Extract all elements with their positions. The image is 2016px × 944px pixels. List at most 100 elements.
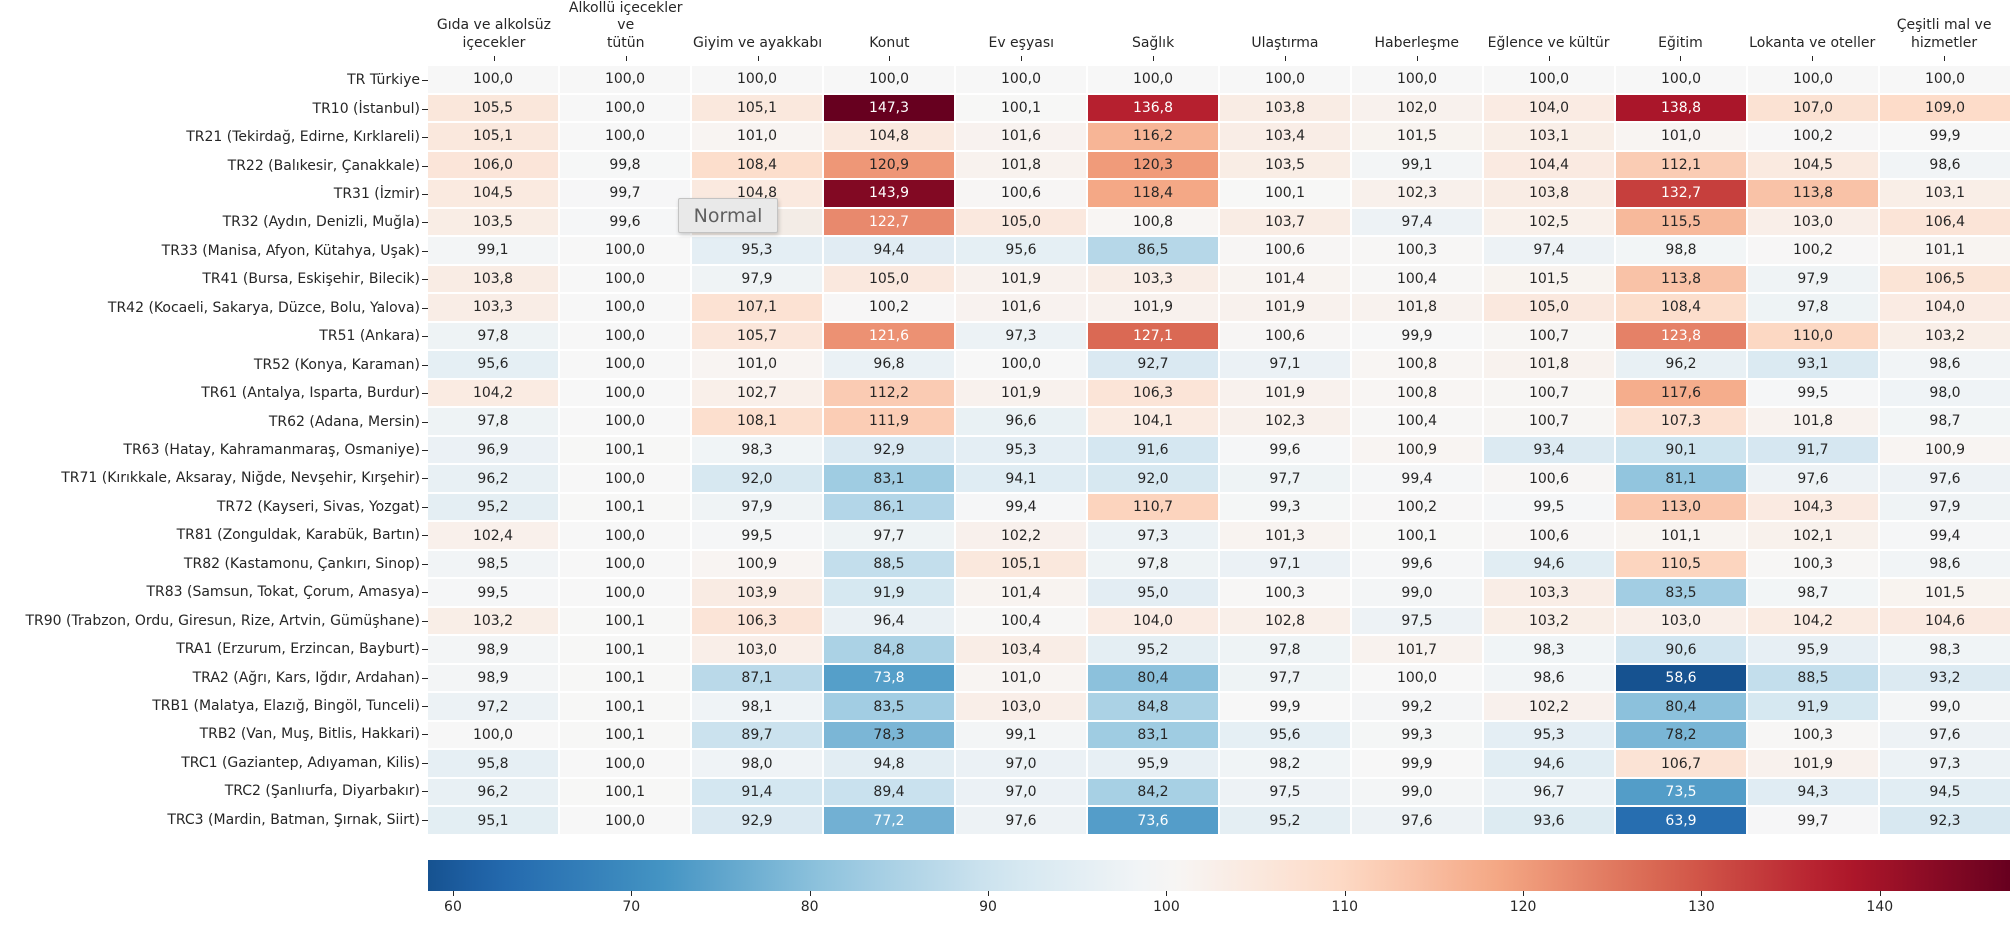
heatmap-cell[interactable]: 97,4 — [1352, 208, 1482, 236]
heatmap-cell[interactable]: 99,9 — [1352, 750, 1482, 777]
heatmap-cell[interactable]: 100,4 — [1352, 408, 1482, 435]
heatmap-cell[interactable]: 103,7 — [1220, 208, 1350, 236]
heatmap-cell[interactable]: 105,1 — [428, 123, 558, 150]
heatmap-cell[interactable]: 93,2 — [1880, 664, 2010, 692]
heatmap-cell[interactable]: 101,8 — [1484, 351, 1614, 378]
heatmap-cell[interactable]: 101,4 — [956, 579, 1086, 606]
heatmap-cell[interactable]: 116,2 — [1088, 123, 1218, 150]
heatmap-cell[interactable]: 83,1 — [1088, 721, 1218, 749]
heatmap-cell[interactable]: 104,0 — [1088, 607, 1218, 635]
heatmap-cell[interactable]: 97,9 — [692, 265, 822, 293]
heatmap-cell[interactable]: 83,5 — [1616, 579, 1746, 606]
heatmap-cell[interactable]: 86,5 — [1088, 237, 1218, 264]
heatmap-cell[interactable]: 95,2 — [428, 493, 558, 521]
heatmap-cell[interactable]: 103,5 — [1220, 151, 1350, 179]
heatmap-cell[interactable]: 98,6 — [1880, 151, 2010, 179]
heatmap-cell[interactable]: 99,9 — [1352, 322, 1482, 350]
heatmap-cell[interactable]: 95,0 — [1088, 579, 1218, 606]
heatmap-cell[interactable]: 98,7 — [1748, 579, 1878, 606]
heatmap-cell[interactable]: 95,3 — [692, 237, 822, 264]
heatmap-cell[interactable]: 100,0 — [560, 408, 690, 435]
heatmap-cell[interactable]: 94,6 — [1484, 550, 1614, 578]
heatmap-cell[interactable]: 105,5 — [428, 94, 558, 122]
heatmap-cell[interactable]: 113,8 — [1748, 180, 1878, 207]
heatmap-cell[interactable]: 95,3 — [1484, 721, 1614, 749]
heatmap-cell[interactable]: 100,0 — [560, 322, 690, 350]
heatmap-cell[interactable]: 101,9 — [1088, 294, 1218, 321]
heatmap-cell[interactable]: 95,6 — [1220, 721, 1350, 749]
heatmap-cell[interactable]: 100,0 — [560, 750, 690, 777]
heatmap-cell[interactable]: 100,1 — [560, 721, 690, 749]
heatmap-cell[interactable]: 103,0 — [1748, 208, 1878, 236]
heatmap-cell[interactable]: 88,5 — [824, 550, 954, 578]
heatmap-cell[interactable]: 93,4 — [1484, 436, 1614, 464]
heatmap-cell[interactable]: 100,8 — [1088, 208, 1218, 236]
heatmap-cell[interactable]: 97,6 — [1880, 721, 2010, 749]
heatmap-cell[interactable]: 138,8 — [1616, 94, 1746, 122]
heatmap-cell[interactable]: 102,7 — [692, 379, 822, 407]
heatmap-cell[interactable]: 103,1 — [1880, 180, 2010, 207]
heatmap-cell[interactable]: 106,4 — [1880, 208, 2010, 236]
heatmap-cell[interactable]: 100,0 — [560, 550, 690, 578]
heatmap-cell[interactable]: 98,6 — [1880, 351, 2010, 378]
heatmap-cell[interactable]: 100,1 — [560, 693, 690, 720]
heatmap-cell[interactable]: 102,1 — [1748, 522, 1878, 549]
heatmap-cell[interactable]: 103,0 — [692, 636, 822, 663]
heatmap-cell[interactable]: 98,6 — [1880, 550, 2010, 578]
heatmap-cell[interactable]: 104,2 — [428, 379, 558, 407]
heatmap-cell[interactable]: 95,3 — [956, 436, 1086, 464]
heatmap-cell[interactable]: 105,1 — [956, 550, 1086, 578]
heatmap-cell[interactable]: 101,9 — [956, 379, 1086, 407]
heatmap-cell[interactable]: 83,5 — [824, 693, 954, 720]
heatmap-cell[interactable]: 100,0 — [560, 265, 690, 293]
heatmap-cell[interactable]: 94,1 — [956, 465, 1086, 492]
heatmap-cell[interactable]: 105,7 — [692, 322, 822, 350]
heatmap-cell[interactable]: 101,0 — [956, 664, 1086, 692]
heatmap-cell[interactable]: 100,1 — [560, 493, 690, 521]
heatmap-cell[interactable]: 95,6 — [428, 351, 558, 378]
heatmap-cell[interactable]: 97,1 — [1220, 550, 1350, 578]
heatmap-cell[interactable]: 99,0 — [1352, 778, 1482, 806]
heatmap-cell[interactable]: 100,6 — [1484, 465, 1614, 492]
heatmap-cell[interactable]: 99,5 — [1748, 379, 1878, 407]
heatmap-cell[interactable]: 100,0 — [560, 237, 690, 264]
heatmap-cell[interactable]: 100,0 — [560, 465, 690, 492]
heatmap-cell[interactable]: 102,8 — [1220, 607, 1350, 635]
heatmap-cell[interactable]: 110,7 — [1088, 493, 1218, 521]
heatmap-cell[interactable]: 100,2 — [1352, 493, 1482, 521]
heatmap-cell[interactable]: 99,1 — [428, 237, 558, 264]
heatmap-cell[interactable]: 103,1 — [1484, 123, 1614, 150]
heatmap-cell[interactable]: 97,8 — [1748, 294, 1878, 321]
heatmap-cell[interactable]: 94,4 — [824, 237, 954, 264]
heatmap-cell[interactable]: 100,0 — [692, 66, 822, 93]
heatmap-cell[interactable]: 89,4 — [824, 778, 954, 806]
heatmap-cell[interactable]: 97,9 — [1748, 265, 1878, 293]
heatmap-cell[interactable]: 100,2 — [1748, 237, 1878, 264]
heatmap-cell[interactable]: 98,7 — [1880, 408, 2010, 435]
heatmap-cell[interactable]: 100,2 — [824, 294, 954, 321]
heatmap-cell[interactable]: 101,6 — [956, 123, 1086, 150]
heatmap-cell[interactable]: 87,1 — [692, 664, 822, 692]
heatmap-cell[interactable]: 103,0 — [1616, 607, 1746, 635]
heatmap-cell[interactable]: 113,8 — [1616, 265, 1746, 293]
heatmap-cell[interactable]: 78,2 — [1616, 721, 1746, 749]
heatmap-cell[interactable]: 93,6 — [1484, 807, 1614, 834]
heatmap-cell[interactable]: 105,0 — [956, 208, 1086, 236]
heatmap-cell[interactable]: 99,4 — [956, 493, 1086, 521]
heatmap-cell[interactable]: 91,6 — [1088, 436, 1218, 464]
heatmap-cell[interactable]: 108,4 — [692, 151, 822, 179]
heatmap-cell[interactable]: 100,0 — [1616, 66, 1746, 93]
heatmap-cell[interactable]: 136,8 — [1088, 94, 1218, 122]
heatmap-cell[interactable]: 99,4 — [1880, 522, 2010, 549]
heatmap-cell[interactable]: 92,7 — [1088, 351, 1218, 378]
heatmap-cell[interactable]: 100,0 — [560, 94, 690, 122]
heatmap-cell[interactable]: 117,6 — [1616, 379, 1746, 407]
heatmap-cell[interactable]: 99,9 — [1220, 693, 1350, 720]
heatmap-cell[interactable]: 101,0 — [692, 123, 822, 150]
heatmap-cell[interactable]: 92,3 — [1880, 807, 2010, 834]
heatmap-cell[interactable]: 101,6 — [956, 294, 1086, 321]
heatmap-cell[interactable]: 132,7 — [1616, 180, 1746, 207]
heatmap-cell[interactable]: 108,4 — [1616, 294, 1746, 321]
heatmap-cell[interactable]: 100,3 — [1748, 721, 1878, 749]
heatmap-cell[interactable]: 91,9 — [824, 579, 954, 606]
